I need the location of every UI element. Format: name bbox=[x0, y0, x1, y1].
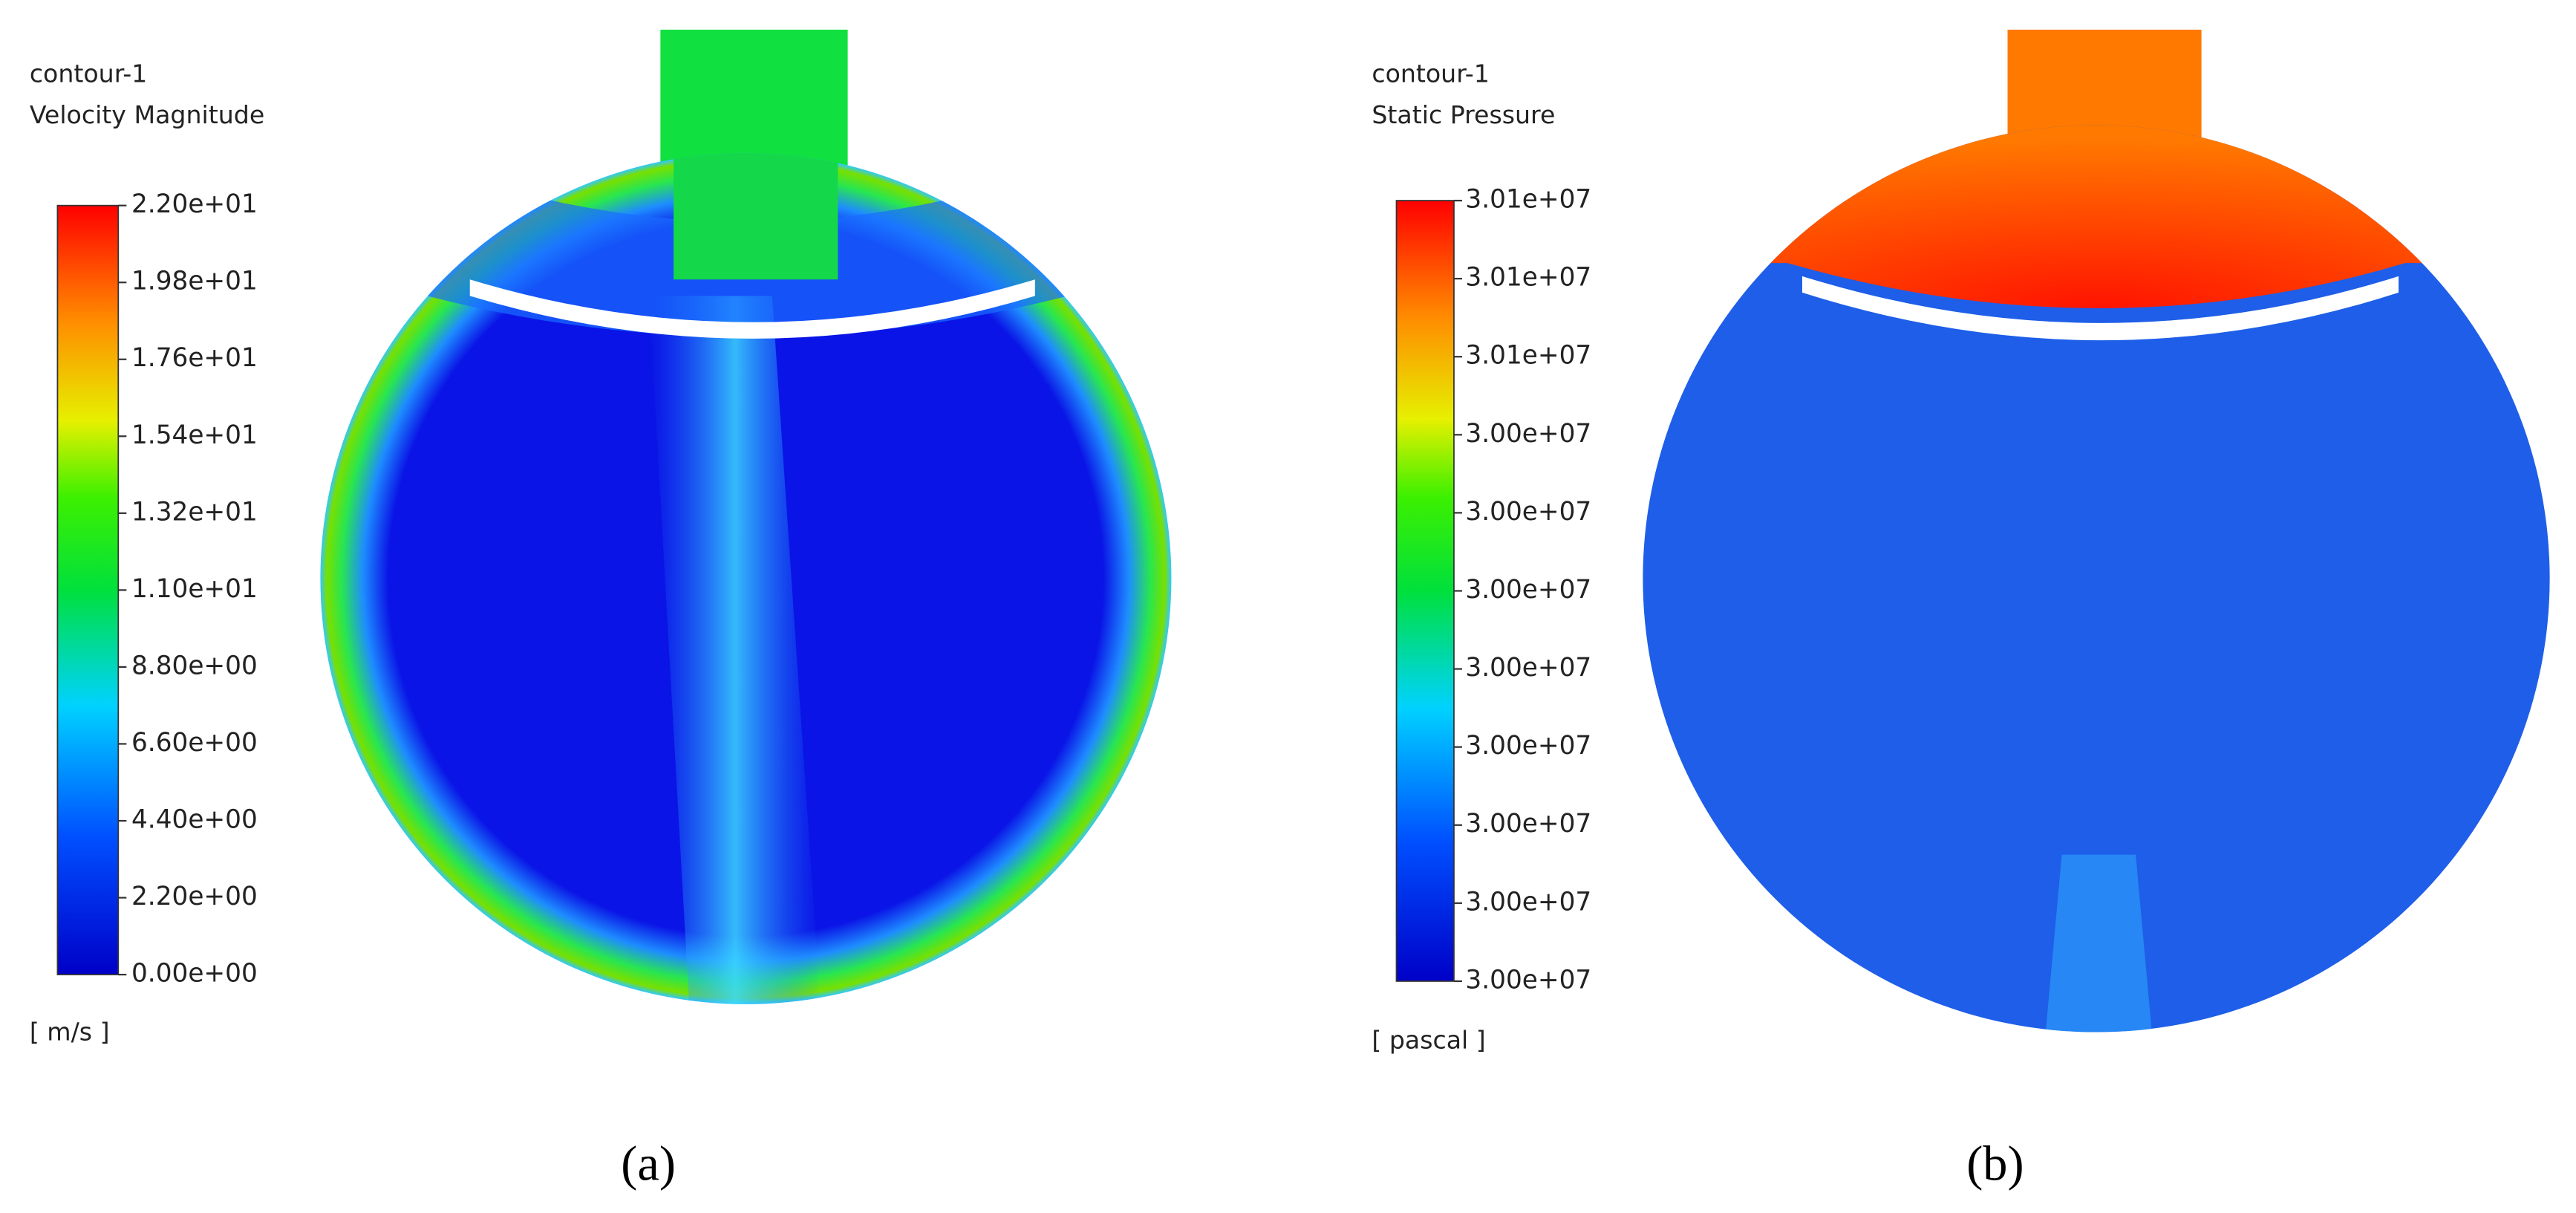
legend-unit: [ pascal ] bbox=[1372, 1026, 1485, 1055]
colorbar-label: 4.40e+00 bbox=[131, 804, 258, 834]
colorbar-label: 3.00e+07 bbox=[1465, 497, 1591, 527]
colorbar-label: 3.01e+07 bbox=[1465, 263, 1591, 293]
colorbar-label: 2.20e+01 bbox=[131, 189, 258, 219]
colorbar bbox=[1395, 200, 1455, 982]
colorbar-label: 3.01e+07 bbox=[1465, 185, 1591, 215]
colorbar-label: 1.98e+01 bbox=[131, 267, 258, 296]
pressure-contour bbox=[1643, 29, 2550, 1032]
colorbar-label: 3.00e+07 bbox=[1465, 809, 1591, 839]
colorbar-label: 3.00e+07 bbox=[1465, 887, 1591, 917]
inlet-pipe bbox=[660, 29, 848, 178]
colorbar-label: 6.60e+00 bbox=[131, 728, 258, 758]
legend-quantity: Velocity Magnitude bbox=[30, 100, 264, 129]
colorbar-label: 3.00e+07 bbox=[1465, 965, 1591, 995]
velocity-contour bbox=[320, 29, 1172, 1004]
colorbar-label: 1.54e+01 bbox=[131, 420, 258, 450]
colorbar-label: 3.00e+07 bbox=[1465, 575, 1591, 605]
colorbar-label: 3.00e+07 bbox=[1465, 731, 1591, 761]
legend-unit: [ m/s ] bbox=[30, 1018, 110, 1047]
plate bbox=[1801, 276, 2399, 341]
panel-caption: (a) bbox=[621, 1137, 676, 1191]
legend-title: contour-1 bbox=[30, 59, 147, 88]
legend-quantity: Static Pressure bbox=[1372, 100, 1555, 129]
colorbar-label: 2.20e+00 bbox=[131, 882, 258, 911]
colorbar-label: 3.01e+07 bbox=[1465, 341, 1591, 371]
colorbar-label: 1.32e+01 bbox=[131, 497, 258, 527]
legend-title: contour-1 bbox=[1372, 59, 1489, 88]
colorbar-label: 3.00e+07 bbox=[1465, 653, 1591, 683]
colorbar-label: 8.80e+00 bbox=[131, 651, 258, 680]
colorbar-label: 3.00e+07 bbox=[1465, 419, 1591, 449]
plate bbox=[469, 279, 1035, 339]
colorbar-label: 1.10e+01 bbox=[131, 574, 258, 604]
colorbar-label: 0.00e+00 bbox=[131, 959, 258, 989]
panel-caption: (b) bbox=[1966, 1137, 2024, 1191]
colorbar bbox=[56, 204, 120, 975]
colorbar-label: 1.76e+01 bbox=[131, 343, 258, 373]
